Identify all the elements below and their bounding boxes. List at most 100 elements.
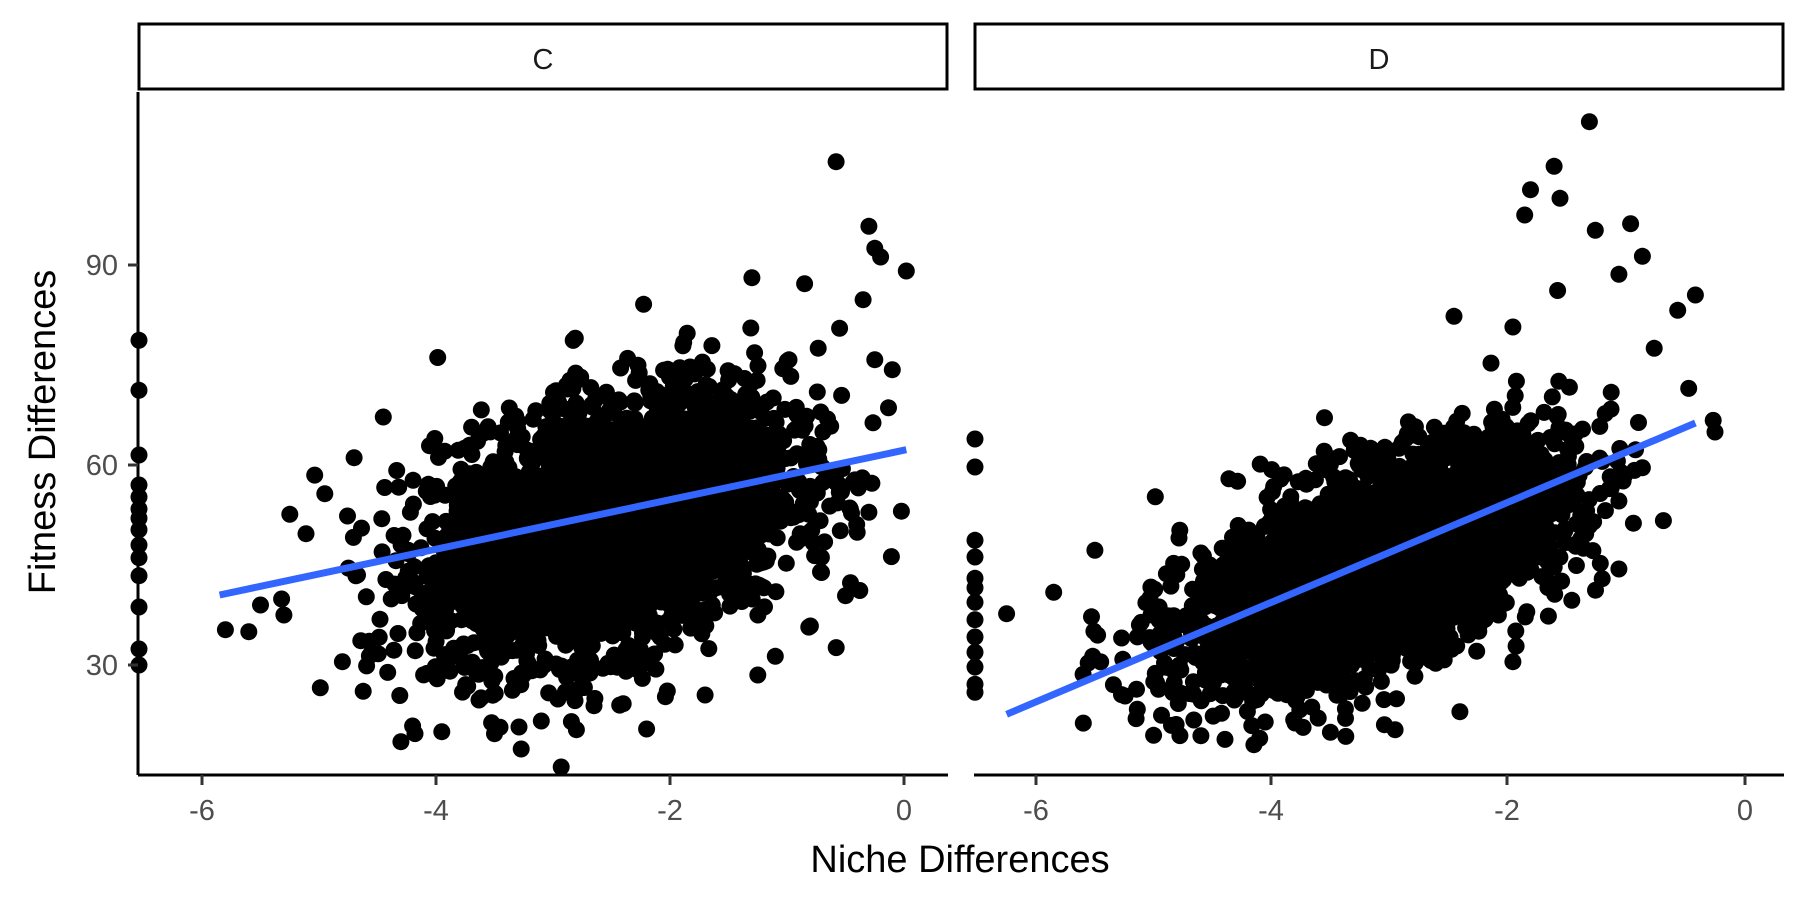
data-point	[638, 430, 656, 448]
data-point	[466, 597, 484, 615]
data-point	[486, 725, 503, 743]
data-point	[480, 560, 498, 578]
data-point	[866, 351, 884, 369]
data-point	[743, 269, 761, 287]
data-point	[519, 598, 537, 616]
trend-line-c	[218, 446, 908, 599]
data-point	[801, 436, 819, 453]
data-point	[671, 359, 689, 377]
data-point	[573, 427, 591, 445]
data-point	[1468, 642, 1486, 660]
data-point	[759, 547, 777, 565]
data-point	[892, 502, 910, 520]
data-point	[776, 400, 794, 418]
data-point	[569, 651, 586, 669]
data-point	[427, 554, 445, 572]
data-point	[306, 466, 324, 484]
data-point	[700, 640, 718, 658]
data-point	[800, 505, 818, 523]
data-point	[360, 647, 378, 665]
data-point	[379, 663, 397, 681]
data-point	[1406, 667, 1424, 685]
data-point	[675, 523, 693, 541]
data-point	[849, 479, 867, 497]
data-point	[557, 636, 575, 654]
data-point	[719, 550, 737, 568]
data-point	[664, 406, 681, 424]
data-point	[883, 361, 901, 379]
data-point	[240, 623, 258, 641]
data-point	[388, 462, 406, 479]
data-point	[441, 662, 459, 680]
data-point	[598, 429, 616, 446]
data-point	[406, 725, 424, 743]
data-point	[373, 510, 391, 528]
data-point	[571, 582, 589, 600]
data-point	[1214, 687, 1232, 705]
data-point	[417, 482, 435, 500]
data-point	[1216, 730, 1234, 748]
data-point	[408, 624, 426, 642]
data-point	[297, 525, 315, 543]
data-point	[509, 420, 527, 438]
data-point	[746, 344, 764, 362]
data-point	[448, 506, 466, 524]
data-point	[864, 414, 882, 432]
data-point	[498, 591, 515, 609]
data-point	[459, 677, 477, 695]
data-point	[424, 513, 441, 531]
data-point	[482, 605, 500, 623]
data-point	[345, 449, 363, 467]
data-point	[1539, 607, 1557, 625]
data-point	[463, 612, 481, 630]
data-point	[568, 567, 586, 585]
data-point	[851, 582, 869, 599]
data-point	[593, 597, 611, 615]
data-point	[404, 471, 422, 489]
data-point	[697, 551, 715, 569]
data-point	[360, 632, 378, 650]
data-point	[582, 542, 600, 560]
data-point	[391, 687, 409, 704]
data-point	[827, 153, 845, 171]
data-point	[426, 622, 444, 640]
data-point	[831, 319, 849, 337]
data-point	[1567, 557, 1585, 574]
data-point	[546, 528, 564, 546]
data-point	[536, 560, 554, 578]
data-point	[500, 399, 518, 417]
data-point	[374, 408, 392, 426]
data-point	[602, 392, 620, 410]
data-point	[643, 535, 661, 553]
data-point	[691, 602, 709, 620]
data-point	[614, 489, 632, 507]
data-point	[804, 534, 822, 552]
data-point	[813, 564, 830, 581]
data-point	[756, 598, 773, 616]
data-point	[492, 549, 510, 567]
data-point	[540, 684, 558, 702]
data-point	[655, 468, 673, 486]
data-point	[696, 686, 714, 704]
data-point	[541, 394, 559, 412]
data-point	[714, 381, 732, 399]
data-point	[625, 527, 643, 545]
data-point	[599, 654, 617, 672]
data-point	[719, 449, 737, 467]
data-point	[560, 500, 578, 518]
data-point	[880, 399, 897, 417]
data-point	[763, 479, 781, 497]
data-point	[752, 402, 770, 420]
data-point	[429, 349, 447, 366]
data-point	[841, 500, 859, 518]
data-point	[1596, 502, 1614, 520]
data-point	[524, 501, 542, 519]
data-point	[749, 357, 767, 375]
data-point	[392, 733, 410, 751]
data-point	[518, 652, 536, 670]
data-point	[614, 695, 632, 713]
data-point	[433, 723, 451, 741]
data-point	[418, 664, 436, 682]
data-point	[426, 430, 444, 447]
data-point	[543, 430, 561, 448]
